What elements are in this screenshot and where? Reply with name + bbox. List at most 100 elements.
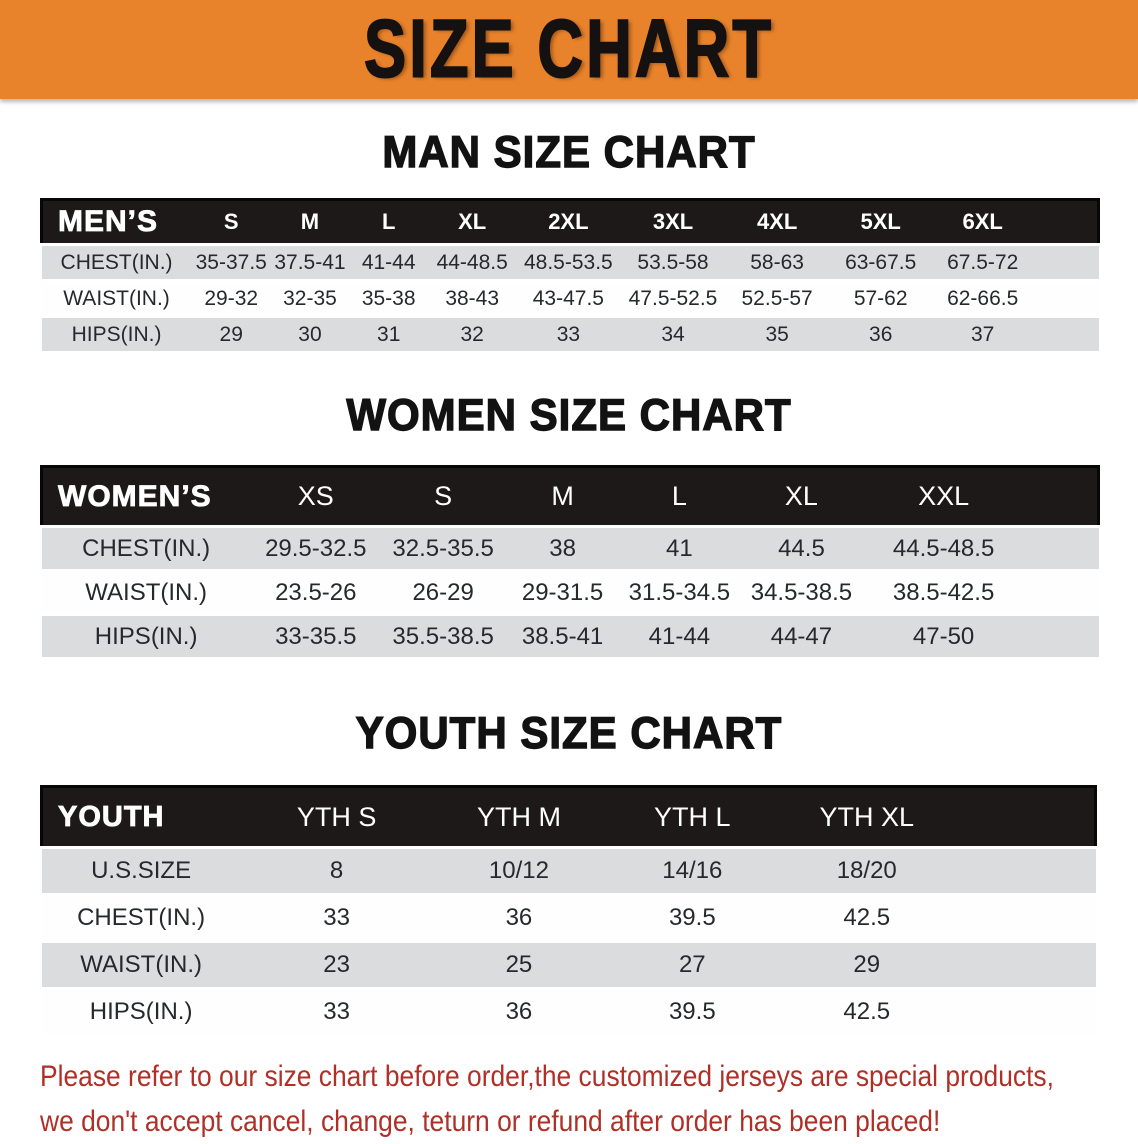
- banner-title: SIZE CHART: [363, 3, 775, 96]
- youth-section-heading: YOUTH SIZE CHART: [355, 707, 783, 758]
- table-cell: 31: [349, 315, 429, 351]
- women-chest-row: CHEST(IN.) 29.5-32.5 32.5-35.5 38 41 44.…: [41, 525, 1099, 571]
- table-cell: 42.5: [779, 893, 955, 942]
- women-size-header-m: M: [505, 466, 620, 527]
- table-cell: 36: [828, 315, 933, 351]
- men-size-header-3xl: 3XL: [620, 199, 726, 245]
- table-cell: 34.5-38.5: [739, 569, 864, 615]
- table-cell: 23: [240, 940, 433, 989]
- spacer-cell: [1032, 315, 1099, 351]
- disclaimer-line-1: Please refer to our size chart before or…: [40, 1060, 1054, 1093]
- table-cell: 36: [432, 893, 606, 942]
- banner: SIZE CHART: [0, 0, 1138, 99]
- table-cell: 52.5-57: [725, 279, 829, 317]
- youth-size-header-m: YTH M: [432, 786, 606, 848]
- table-cell: 35: [725, 315, 829, 351]
- spacer-cell: [1023, 466, 1099, 527]
- table-cell: 53.5-58: [620, 243, 726, 281]
- row-label: CHEST(IN.): [41, 525, 251, 571]
- men-size-header-s: S: [191, 199, 271, 245]
- table-cell: 38.5-42.5: [863, 569, 1024, 615]
- table-cell: 33: [240, 987, 433, 1034]
- spacer-cell: [1023, 525, 1099, 571]
- table-cell: 14/16: [605, 846, 780, 895]
- men-chest-row: CHEST(IN.) 35-37.5 37.5-41 41-44 44-48.5…: [41, 243, 1099, 281]
- table-cell: 44.5-48.5: [863, 525, 1024, 571]
- table-cell: 29-31.5: [505, 569, 620, 615]
- table-cell: 35-38: [349, 279, 429, 317]
- table-cell: 43-47.5: [516, 279, 621, 317]
- table-cell: 33-35.5: [250, 613, 381, 657]
- men-size-table: MEN’S S M L XL 2XL 3XL 4XL 5XL 6XL CHEST…: [40, 198, 1100, 351]
- men-size-header-m: M: [270, 199, 350, 245]
- table-cell: 41-44: [349, 243, 429, 281]
- youth-table-title: YOUTH: [41, 786, 241, 848]
- table-cell: 35-37.5: [191, 243, 271, 281]
- table-cell: 42.5: [779, 987, 955, 1034]
- table-cell: 47-50: [863, 613, 1024, 657]
- women-waist-row: WAIST(IN.) 23.5-26 26-29 29-31.5 31.5-34…: [41, 569, 1099, 615]
- row-label: CHEST(IN.): [41, 893, 241, 942]
- table-cell: 48.5-53.5: [516, 243, 621, 281]
- spacer-cell: [954, 893, 1096, 942]
- youth-size-header-l: YTH L: [605, 786, 780, 848]
- youth-size-table: YOUTH YTH S YTH M YTH L YTH XL U.S.SIZE …: [40, 785, 1097, 1034]
- table-cell: 32: [428, 315, 517, 351]
- table-cell: 57-62: [828, 279, 933, 317]
- men-table-title: MEN’S: [41, 199, 192, 245]
- table-cell: 33: [240, 893, 433, 942]
- women-size-table: WOMEN’S XS S M L XL XXL CHEST(IN.) 29.5-…: [40, 465, 1100, 657]
- women-size-header-xxl: XXL: [863, 466, 1024, 527]
- men-hips-row: HIPS(IN.) 29 30 31 32 33 34 35 36 37: [41, 315, 1099, 351]
- women-section-heading: WOMEN SIZE CHART: [346, 389, 792, 440]
- men-size-header-xl: XL: [428, 199, 517, 245]
- table-cell: 35.5-38.5: [380, 613, 506, 657]
- men-size-header-4xl: 4XL: [725, 199, 829, 245]
- table-cell: 25: [432, 940, 606, 989]
- table-cell: 39.5: [605, 893, 780, 942]
- table-cell: 44.5: [739, 525, 864, 571]
- women-size-header-xs: XS: [250, 466, 381, 527]
- table-cell: 8: [240, 846, 433, 895]
- women-header-row: WOMEN’S XS S M L XL XXL: [41, 466, 1099, 527]
- table-cell: 47.5-52.5: [620, 279, 726, 317]
- table-cell: 38: [505, 525, 620, 571]
- table-cell: 31.5-34.5: [619, 569, 740, 615]
- row-label: U.S.SIZE: [41, 846, 241, 895]
- row-label: HIPS(IN.): [41, 315, 192, 351]
- spacer-cell: [954, 786, 1096, 848]
- youth-size-header-s: YTH S: [240, 786, 433, 848]
- table-cell: 44-48.5: [428, 243, 517, 281]
- row-label: WAIST(IN.): [41, 940, 241, 989]
- youth-ussize-row: U.S.SIZE 8 10/12 14/16 18/20: [41, 846, 1096, 895]
- youth-header-row: YOUTH YTH S YTH M YTH L YTH XL: [41, 786, 1096, 848]
- table-cell: 23.5-26: [250, 569, 381, 615]
- table-cell: 37: [932, 315, 1033, 351]
- table-cell: 62-66.5: [932, 279, 1033, 317]
- row-label: WAIST(IN.): [41, 279, 192, 317]
- disclaimer-line-2: we don't accept cancel, change, teturn o…: [40, 1105, 941, 1138]
- table-cell: 29-32: [191, 279, 271, 317]
- row-label: HIPS(IN.): [41, 987, 241, 1034]
- table-cell: 36: [432, 987, 606, 1034]
- spacer-cell: [1032, 279, 1099, 317]
- disclaimer: Please refer to our size chart before or…: [40, 1054, 1138, 1144]
- men-header-row: MEN’S S M L XL 2XL 3XL 4XL 5XL 6XL: [41, 199, 1099, 245]
- spacer-cell: [1023, 613, 1099, 657]
- men-section-heading: MAN SIZE CHART: [382, 126, 756, 177]
- women-table-title: WOMEN’S: [41, 466, 251, 527]
- table-cell: 32-35: [270, 279, 350, 317]
- women-hips-row: HIPS(IN.) 33-35.5 35.5-38.5 38.5-41 41-4…: [41, 613, 1099, 657]
- table-cell: 41: [619, 525, 740, 571]
- youth-hips-row: HIPS(IN.) 33 36 39.5 42.5: [41, 987, 1096, 1034]
- table-cell: 39.5: [605, 987, 780, 1034]
- table-cell: 29: [191, 315, 271, 351]
- spacer-cell: [1023, 569, 1099, 615]
- table-cell: 41-44: [619, 613, 740, 657]
- table-cell: 26-29: [380, 569, 506, 615]
- table-cell: 30: [270, 315, 350, 351]
- youth-chest-row: CHEST(IN.) 33 36 39.5 42.5: [41, 893, 1096, 942]
- women-size-header-xl: XL: [739, 466, 864, 527]
- table-cell: 38-43: [428, 279, 517, 317]
- youth-waist-row: WAIST(IN.) 23 25 27 29: [41, 940, 1096, 989]
